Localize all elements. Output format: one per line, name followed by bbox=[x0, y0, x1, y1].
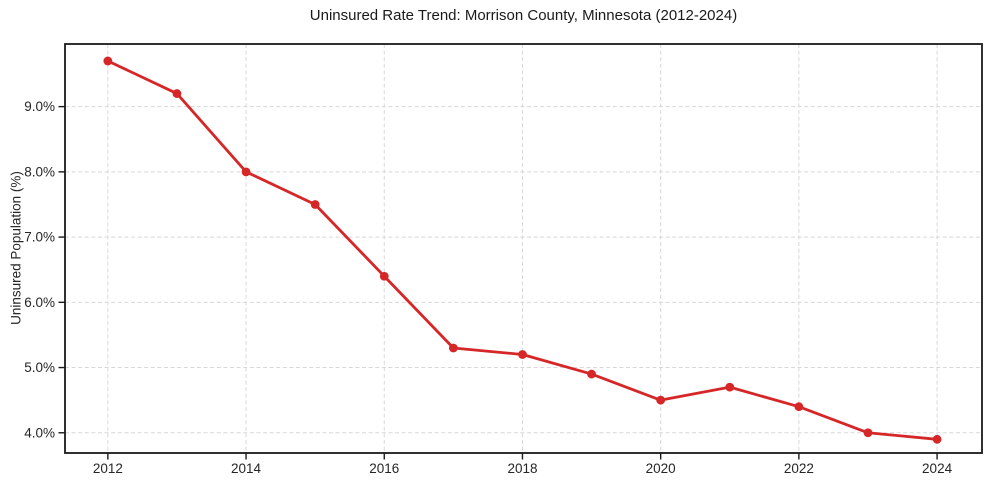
y-tick-label: 8.0% bbox=[24, 164, 55, 179]
data-point bbox=[103, 56, 113, 66]
data-point bbox=[932, 434, 942, 444]
x-tick-label: 2014 bbox=[231, 461, 262, 476]
y-tick-label: 9.0% bbox=[24, 99, 55, 114]
data-point bbox=[448, 343, 458, 353]
chart-title: Uninsured Rate Trend: Morrison County, M… bbox=[309, 7, 738, 24]
data-point bbox=[656, 395, 666, 405]
data-point bbox=[172, 89, 182, 98]
y-tick-label: 6.0% bbox=[24, 295, 55, 310]
y-tick-label: 7.0% bbox=[24, 230, 55, 245]
data-point bbox=[310, 200, 320, 209]
x-tick-label: 2020 bbox=[646, 461, 676, 476]
x-tick-label: 2012 bbox=[93, 461, 123, 476]
x-tick-label: 2024 bbox=[922, 461, 953, 476]
data-point bbox=[863, 428, 873, 438]
data-point bbox=[794, 402, 804, 412]
x-tick-label: 2018 bbox=[507, 461, 537, 476]
data-point bbox=[587, 369, 596, 379]
data-point bbox=[379, 271, 389, 281]
x-tick-label: 2022 bbox=[784, 461, 814, 476]
x-tick-label: 2016 bbox=[369, 461, 399, 476]
data-point bbox=[725, 382, 735, 392]
y-tick-label: 4.0% bbox=[24, 425, 55, 440]
plot-frame bbox=[64, 43, 983, 454]
data-point bbox=[241, 167, 251, 177]
y-tick-label: 5.0% bbox=[24, 360, 55, 375]
data-point bbox=[518, 350, 527, 359]
